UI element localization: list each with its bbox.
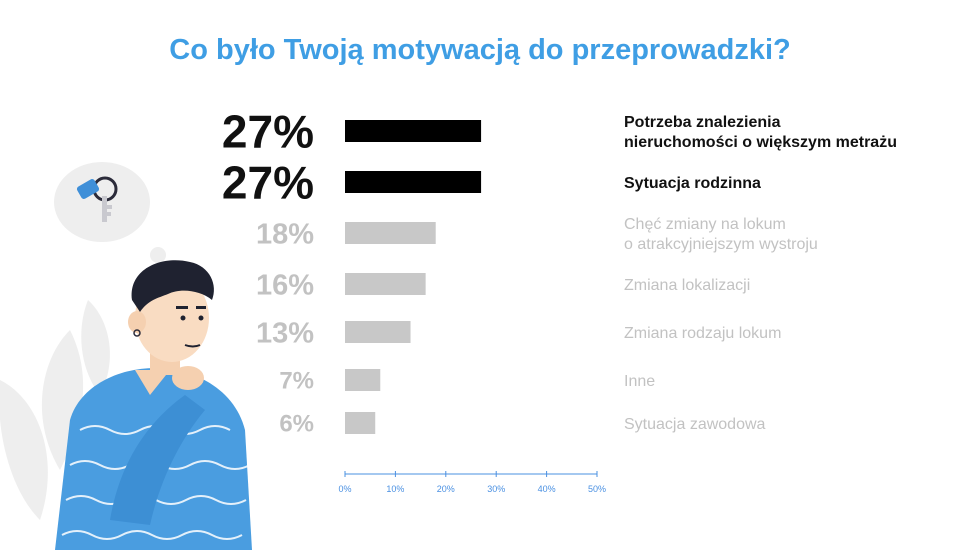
category-label-3: Chęć zmiany na lokum o atrakcyjniejszym w… <box>624 216 818 253</box>
bar-5 <box>345 321 411 343</box>
x-tick-label-1: 10% <box>386 484 404 494</box>
value-label-7: 6% <box>279 411 314 438</box>
bar-3 <box>345 222 436 244</box>
category-label-1: Potrzeba znalezienia nieruchomości o więk… <box>624 114 897 151</box>
x-tick-label-2: 20% <box>437 484 455 494</box>
bar-6 <box>345 369 381 391</box>
man-figure <box>55 260 252 550</box>
value-label-3: 18% <box>256 218 314 250</box>
bar-7 <box>345 412 376 434</box>
x-tick-label-3: 30% <box>487 484 505 494</box>
category-label-5: Zmiana rodzaju lokum <box>624 325 781 342</box>
category-label-6: Inne <box>624 373 655 390</box>
category-label-4: Zmiana lokalizacji <box>624 277 750 294</box>
value-label-2: 27% <box>222 157 314 209</box>
x-tick-label-4: 40% <box>538 484 556 494</box>
keys-icon <box>76 176 118 222</box>
category-label-7: Sytuacja zawodowa <box>624 416 766 433</box>
bar-1 <box>345 120 482 142</box>
bar-2 <box>345 171 482 193</box>
x-tick-label-5: 50% <box>588 484 606 494</box>
category-label-2: Sytuacja rodzinna <box>624 175 761 192</box>
value-label-5: 13% <box>256 317 314 349</box>
chart-title: Co było Twoją motywacją do przeprowadzki… <box>169 34 791 66</box>
x-tick-label-0: 0% <box>338 484 351 494</box>
bar-4 <box>345 273 426 295</box>
value-label-4: 16% <box>256 269 314 301</box>
thinking-man-illustration <box>0 162 252 550</box>
value-label-1: 27% <box>222 106 314 158</box>
value-label-6: 7% <box>279 368 314 395</box>
